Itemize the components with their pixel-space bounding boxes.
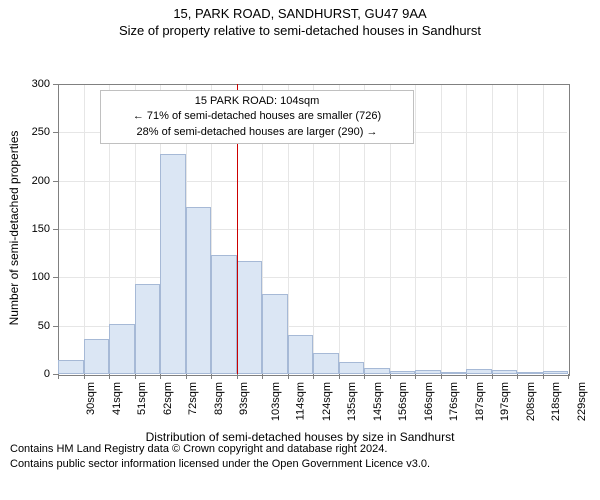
y-tick-mark [53, 277, 58, 278]
x-tick-label: 124sqm [321, 382, 333, 421]
x-tick-mark [313, 374, 314, 379]
x-tick-label: 135sqm [346, 382, 358, 421]
histogram-bar [364, 368, 390, 374]
gridline-v [415, 85, 416, 373]
y-tick-mark [53, 84, 58, 85]
histogram-bar [211, 255, 237, 374]
gridline-v [517, 85, 518, 373]
x-tick-mark [186, 374, 187, 379]
y-tick-mark [53, 326, 58, 327]
y-tick-label: 200 [20, 175, 50, 187]
y-tick-mark [53, 229, 58, 230]
x-tick-mark [288, 374, 289, 379]
histogram-bar [415, 370, 441, 374]
histogram-bar [390, 371, 416, 374]
x-tick-mark [84, 374, 85, 379]
y-tick-label: 150 [20, 223, 50, 235]
x-tick-label: 51sqm [136, 382, 148, 415]
x-tick-label: 72sqm [187, 382, 199, 415]
y-tick-label: 0 [20, 368, 50, 380]
histogram-bar [441, 372, 467, 374]
histogram-bar [84, 339, 110, 374]
y-tick-mark [53, 132, 58, 133]
y-tick-label: 250 [20, 126, 50, 138]
x-tick-label: 197sqm [499, 382, 511, 421]
y-tick-label: 300 [20, 78, 50, 90]
histogram-bar [466, 369, 492, 374]
x-tick-label: 114sqm [294, 382, 306, 420]
histogram-chart: Number of semi-detached properties 0 50 10… [0, 38, 600, 438]
x-tick-label: 187sqm [474, 382, 486, 421]
x-tick-label: 62sqm [162, 382, 174, 415]
x-tick-mark [262, 374, 263, 379]
gridline-v [492, 85, 493, 373]
histogram-bar [313, 353, 339, 374]
y-tick-label: 50 [20, 320, 50, 332]
x-tick-mark [390, 374, 391, 379]
x-tick-mark [364, 374, 365, 379]
x-tick-mark [135, 374, 136, 379]
x-tick-mark [492, 374, 493, 379]
page-subtitle: Size of property relative to semi-detach… [0, 21, 600, 38]
legend-line: 15 PARK ROAD: 104sqm [107, 94, 407, 109]
gridline-v [466, 85, 467, 373]
histogram-bar [186, 207, 212, 374]
x-axis-label: Distribution of semi-detached houses by … [0, 430, 600, 444]
x-tick-mark [237, 374, 238, 379]
histogram-bar [237, 261, 263, 374]
x-tick-label: 41sqm [111, 382, 123, 415]
x-tick-label: 83sqm [213, 382, 225, 415]
x-tick-label: 208sqm [525, 382, 537, 421]
histogram-bar [135, 284, 161, 374]
legend-line: 28% of semi-detached houses are larger (… [107, 125, 407, 140]
histogram-bar [543, 371, 569, 374]
gridline-v [84, 85, 85, 373]
x-tick-label: 30sqm [85, 382, 97, 415]
histogram-bar [288, 335, 314, 374]
x-tick-label: 218sqm [550, 382, 562, 421]
footer-line-1: Contains HM Land Registry data © Crown c… [10, 442, 590, 457]
x-tick-mark [415, 374, 416, 379]
x-tick-mark [543, 374, 544, 379]
x-tick-mark [441, 374, 442, 379]
x-tick-mark [517, 374, 518, 379]
x-tick-label: 166sqm [423, 382, 435, 421]
footer-line-2: Contains public sector information licen… [10, 457, 590, 472]
histogram-bar [339, 362, 365, 374]
page-title: 15, PARK ROAD, SANDHURST, GU47 9AA [0, 0, 600, 21]
x-tick-label: 176sqm [448, 382, 460, 421]
gridline-v [441, 85, 442, 373]
x-tick-label: 93sqm [238, 382, 250, 415]
gridline-v [543, 85, 544, 373]
legend-box: 15 PARK ROAD: 104sqm← 71% of semi-detach… [100, 90, 414, 144]
x-tick-label: 145sqm [372, 382, 384, 421]
x-tick-mark [160, 374, 161, 379]
x-tick-mark [339, 374, 340, 379]
histogram-bar [109, 324, 135, 374]
x-tick-label: 156sqm [397, 382, 409, 421]
x-tick-mark [58, 374, 59, 379]
x-tick-label: 103sqm [270, 382, 282, 421]
y-tick-label: 100 [20, 271, 50, 283]
histogram-bar [517, 372, 543, 374]
y-axis-label: Number of semi-detached properties [7, 131, 21, 326]
histogram-bar [160, 154, 186, 374]
x-tick-label: 229sqm [576, 382, 588, 421]
x-tick-mark [568, 374, 569, 379]
y-tick-mark [53, 181, 58, 182]
histogram-bar [262, 294, 288, 374]
x-tick-mark [466, 374, 467, 379]
histogram-bar [58, 360, 84, 375]
x-tick-mark [109, 374, 110, 379]
x-tick-mark [211, 374, 212, 379]
legend-line: ← 71% of semi-detached houses are smalle… [107, 109, 407, 124]
histogram-bar [492, 370, 518, 374]
